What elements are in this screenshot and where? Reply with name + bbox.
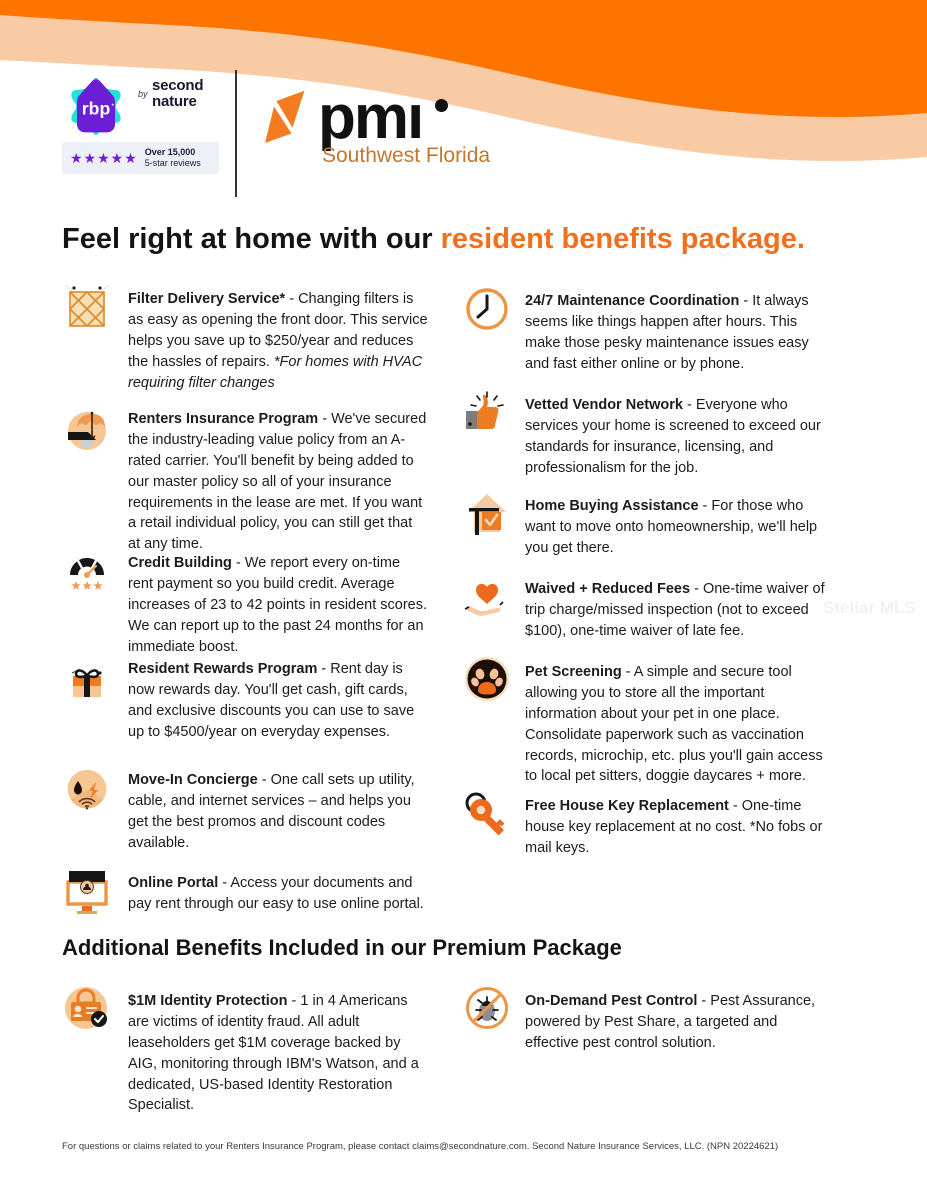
- svg-text:rbp: rbp: [82, 99, 111, 119]
- svg-text:•: •: [112, 102, 114, 109]
